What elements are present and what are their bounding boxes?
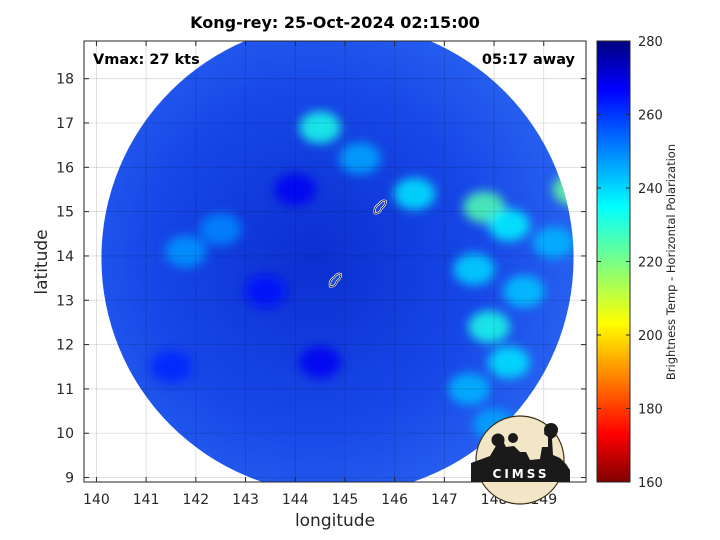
field-sample — [244, 275, 287, 308]
dish-icon — [491, 433, 505, 447]
field-sample — [150, 350, 192, 383]
y-tick-label: 10 — [56, 426, 74, 442]
field-sample — [503, 275, 545, 308]
x-tick-label: 145 — [332, 492, 359, 508]
logo-text: CIMSS — [493, 467, 550, 481]
colorbar-tick-label: 180 — [638, 403, 663, 418]
axes-frame — [83, 40, 587, 483]
y-axis-ticks: 9 10 11 12 13 14 15 16 17 18 — [56, 72, 586, 487]
field-sample — [299, 111, 341, 144]
field-sample — [448, 372, 490, 405]
island-outline — [374, 200, 387, 214]
island-outline — [329, 273, 342, 287]
colorbar-tick-label: 260 — [638, 109, 663, 124]
field-sample — [199, 213, 242, 246]
colorbar-tick-label: 160 — [638, 476, 663, 491]
logo-silhouette — [471, 424, 570, 482]
vmax-annotation: Vmax: 27 kts — [93, 52, 200, 68]
colorbar-tick-label: 220 — [638, 256, 663, 271]
water-tower-icon — [544, 423, 558, 437]
field-sample — [488, 346, 530, 379]
dish-small-icon — [508, 433, 518, 443]
y-tick-label: 9 — [65, 471, 74, 487]
field-sample — [339, 142, 381, 175]
y-tick-label: 16 — [56, 160, 74, 176]
x-tick-label: 146 — [381, 492, 408, 508]
y-tick-label: 11 — [56, 382, 74, 398]
colorbar — [596, 40, 631, 483]
grid — [84, 41, 586, 482]
x-tick-label: 143 — [232, 492, 259, 508]
x-axis-label: longitude — [294, 511, 376, 531]
field-sample — [274, 173, 317, 206]
brightness-field — [150, 111, 574, 441]
y-tick-label: 12 — [56, 338, 74, 354]
swath-layer — [101, 41, 574, 482]
y-tick-label: 14 — [56, 249, 74, 265]
field-sample — [299, 346, 341, 379]
island-outlines — [328, 199, 387, 288]
chart-title: Kong-rey: 25-Oct-2024 02:15:00 — [190, 13, 480, 32]
x-tick-label: 141 — [133, 492, 160, 508]
y-tick-label: 18 — [56, 72, 74, 88]
time-away-annotation: 05:17 away — [481, 52, 575, 68]
x-tick-label: 140 — [83, 492, 110, 508]
field-sample — [453, 253, 495, 286]
field-sample — [532, 226, 574, 259]
cimss-logo: CIMSS — [471, 415, 570, 505]
field-sample — [468, 310, 510, 343]
field-sample — [165, 235, 207, 268]
colorbar-tick-label: 200 — [638, 329, 663, 344]
field-sample — [488, 208, 530, 241]
colorbar-ticks: 280 260 240 220 200 180 160 — [597, 35, 663, 491]
y-tick-label: 13 — [56, 293, 74, 309]
colorbar-tick-label: 240 — [638, 182, 663, 197]
y-axis-label: latitude — [32, 229, 52, 295]
x-tick-label: 142 — [182, 492, 209, 508]
x-tick-label: 147 — [431, 492, 458, 508]
field-sample — [393, 177, 436, 210]
colorbar-tick-label: 280 — [638, 35, 663, 50]
x-tick-label: 144 — [282, 492, 309, 508]
y-tick-label: 15 — [56, 205, 74, 221]
colorbar-label: Brightness Temp - Horizontal Polarizatio… — [664, 143, 678, 381]
y-tick-label: 17 — [56, 116, 74, 132]
